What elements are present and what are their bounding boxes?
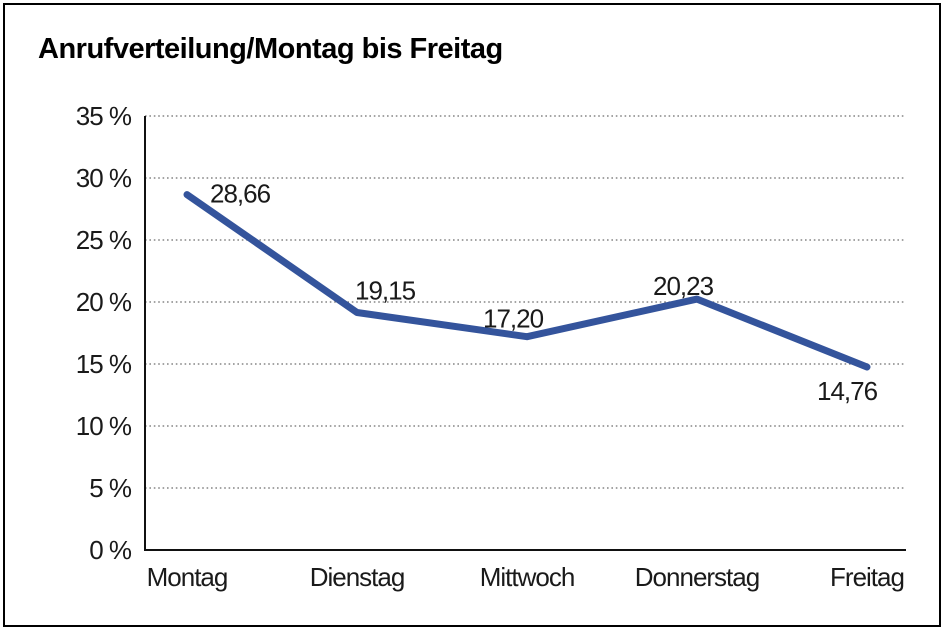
data-point-label: 14,76 [817,376,878,406]
data-point-label: 28,66 [210,179,271,209]
data-point-label: 19,15 [355,276,416,306]
y-tick-label: 30 % [76,163,132,193]
data-line [183,191,871,371]
y-tick-label: 20 % [76,287,132,317]
chart-frame-border [3,3,941,627]
y-tick-label: 25 % [76,225,132,255]
y-tick-label: 0 % [89,535,132,565]
x-tick-label: Montag [147,562,228,592]
data-point-label: 20,23 [653,271,714,301]
y-tick-label: 5 % [89,473,132,503]
x-tick-label: Donnerstag [635,562,759,592]
y-tick-label: 10 % [76,411,132,441]
axis-lines [144,116,906,551]
x-tick-label: Freitag [830,562,904,592]
y-tick-label: 35 % [76,101,132,131]
data-point-label: 17,20 [483,304,544,334]
chart-title: Anrufverteilung/Montag bis Freitag [38,33,503,65]
x-tick-label: Mittwoch [480,562,575,592]
x-tick-label: Dienstag [310,562,405,592]
y-tick-label: 15 % [76,349,132,379]
